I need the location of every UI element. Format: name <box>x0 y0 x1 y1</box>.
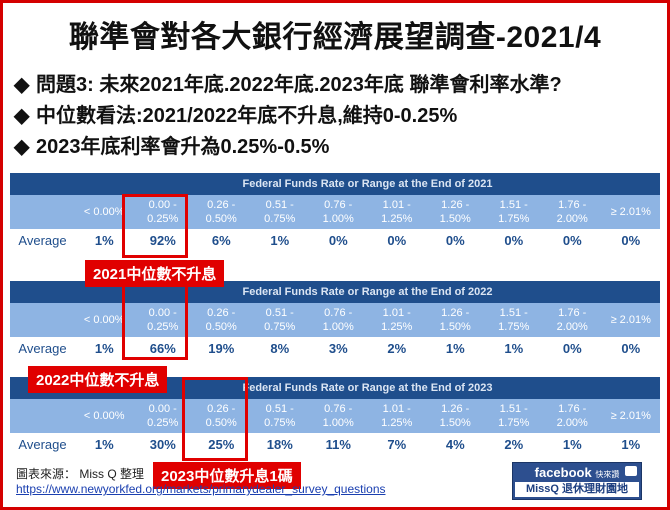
slide-title: 聯準會對各大銀行經濟展望調查-2021/4 <box>68 21 602 54</box>
row-label: Average <box>10 433 75 455</box>
value-cell: 0% <box>426 229 485 251</box>
value-cell: 19% <box>192 337 251 359</box>
row-label: Average <box>10 229 75 251</box>
source-label: 圖表來源： Miss Q 整理 <box>16 467 144 481</box>
row-label: Average <box>10 337 75 359</box>
range-cell: 1.26 -1.50% <box>426 195 485 229</box>
value-cell: 0% <box>484 229 543 251</box>
diamond-icon: ◆ <box>14 74 30 96</box>
range-cell: ≥ 2.01% <box>601 303 660 337</box>
range-cell: 1.01 -1.25% <box>367 303 426 337</box>
value-cell: 0% <box>601 337 660 359</box>
survey-table-2023: Federal Funds Rate or Range at the End o… <box>10 377 660 455</box>
range-cell: 1.76 -2.00% <box>543 195 602 229</box>
facebook-logo: facebook <box>534 465 592 480</box>
value-cell: 1% <box>484 337 543 359</box>
average-row: Average 1% 66% 19% 8% 3% 2% 1% 1% 0% 0% <box>10 337 660 359</box>
range-cell: 1.51 -1.75% <box>484 303 543 337</box>
value-cell: 30% <box>133 433 192 455</box>
range-row: < 0.00% 0.00 -0.25% 0.26 -0.50% 0.51 -0.… <box>10 399 660 433</box>
value-cell: 1% <box>75 433 134 455</box>
value-cell: 1% <box>250 229 309 251</box>
range-cell: 1.76 -2.00% <box>543 303 602 337</box>
value-cell: 2% <box>484 433 543 455</box>
bullet-median-view: ◆ 中位數看法:2021/2022年底不升息,維持0-0.25% <box>14 105 458 127</box>
value-cell: 1% <box>543 433 602 455</box>
value-cell: 2% <box>367 337 426 359</box>
average-row: Average 1% 30% 25% 18% 11% 7% 4% 2% 1% 1… <box>10 433 660 455</box>
value-cell: 6% <box>192 229 251 251</box>
highlight-box-2022 <box>122 284 188 360</box>
range-cell: ≥ 2.01% <box>601 195 660 229</box>
value-cell: 18% <box>250 433 309 455</box>
range-cell: 0.51 -0.75% <box>250 195 309 229</box>
range-cell: < 0.00% <box>75 399 134 433</box>
bullet-question: ◆ 問題3: 未來2021年底.2022年底.2023年底 聯準會利率水準? <box>14 74 562 96</box>
value-cell: 1% <box>75 337 134 359</box>
range-cell: 1.26 -1.50% <box>426 303 485 337</box>
value-cell: 11% <box>309 433 368 455</box>
value-cell: 0% <box>367 229 426 251</box>
value-cell: 0% <box>543 229 602 251</box>
value-cell: 1% <box>75 229 134 251</box>
highlight-box-2021 <box>122 194 188 258</box>
value-cell: 3% <box>309 337 368 359</box>
range-cell: 1.51 -1.75% <box>484 399 543 433</box>
value-cell: 0% <box>543 337 602 359</box>
range-cell: 1.51 -1.75% <box>484 195 543 229</box>
note-2022: 2022中位數不升息 <box>28 366 168 393</box>
value-cell: 1% <box>426 337 485 359</box>
thumbs-up-icon <box>625 466 637 476</box>
value-cell: 66% <box>133 337 192 359</box>
range-cell: 0.00 -0.25% <box>133 303 192 337</box>
table-header: Federal Funds Rate or Range at the End o… <box>75 173 660 195</box>
facebook-badge[interactable]: facebook 快來讚 MissQ 退休理財園地 <box>512 462 642 500</box>
diamond-icon: ◆ <box>14 136 30 158</box>
range-cell: 1.01 -1.25% <box>367 195 426 229</box>
range-cell: 0.26 -0.50% <box>192 303 251 337</box>
value-cell: 92% <box>133 229 192 251</box>
badge-page-name: MissQ 退休理財園地 <box>515 482 639 497</box>
range-cell: 0.76 -1.00% <box>309 195 368 229</box>
range-row: < 0.00% 0.00 -0.25% 0.26 -0.50% 0.51 -0.… <box>10 303 660 337</box>
range-cell: 0.76 -1.00% <box>309 399 368 433</box>
range-cell: 1.76 -2.00% <box>543 399 602 433</box>
note-2023: 2023中位數升息1碼 <box>153 462 301 489</box>
diamond-icon: ◆ <box>14 105 30 127</box>
highlight-box-2023 <box>182 377 248 461</box>
range-cell: 1.26 -1.50% <box>426 399 485 433</box>
range-row: < 0.00% 0.00 -0.25% 0.26 -0.50% 0.51 -0.… <box>10 195 660 229</box>
range-cell: 0.51 -0.75% <box>250 303 309 337</box>
source-link[interactable]: https://www.newyorkfed.org/markets/prima… <box>16 482 386 496</box>
range-cell: 0.26 -0.50% <box>192 195 251 229</box>
range-cell: 0.76 -1.00% <box>309 303 368 337</box>
value-cell: 25% <box>192 433 251 455</box>
survey-table-2022: Federal Funds Rate or Range at the End o… <box>10 281 660 359</box>
value-cell: 7% <box>367 433 426 455</box>
bullet-2023-rate: ◆ 2023年底利率會升為0.25%-0.5% <box>14 136 330 158</box>
range-cell: ≥ 2.01% <box>601 399 660 433</box>
table-header: Federal Funds Rate or Range at the End o… <box>75 377 660 399</box>
table-header-row: Federal Funds Rate or Range at the End o… <box>10 173 660 195</box>
note-2021: 2021中位數不升息 <box>85 260 225 287</box>
value-cell: 1% <box>601 433 660 455</box>
range-cell: 1.01 -1.25% <box>367 399 426 433</box>
value-cell: 0% <box>309 229 368 251</box>
survey-table-2021: Federal Funds Rate or Range at the End o… <box>10 173 660 251</box>
range-cell: 0.26 -0.50% <box>192 399 251 433</box>
range-cell: 0.51 -0.75% <box>250 399 309 433</box>
value-cell: 4% <box>426 433 485 455</box>
value-cell: 8% <box>250 337 309 359</box>
range-cell: 0.00 -0.25% <box>133 195 192 229</box>
value-cell: 0% <box>601 229 660 251</box>
average-row: Average 1% 92% 6% 1% 0% 0% 0% 0% 0% 0% <box>10 229 660 251</box>
